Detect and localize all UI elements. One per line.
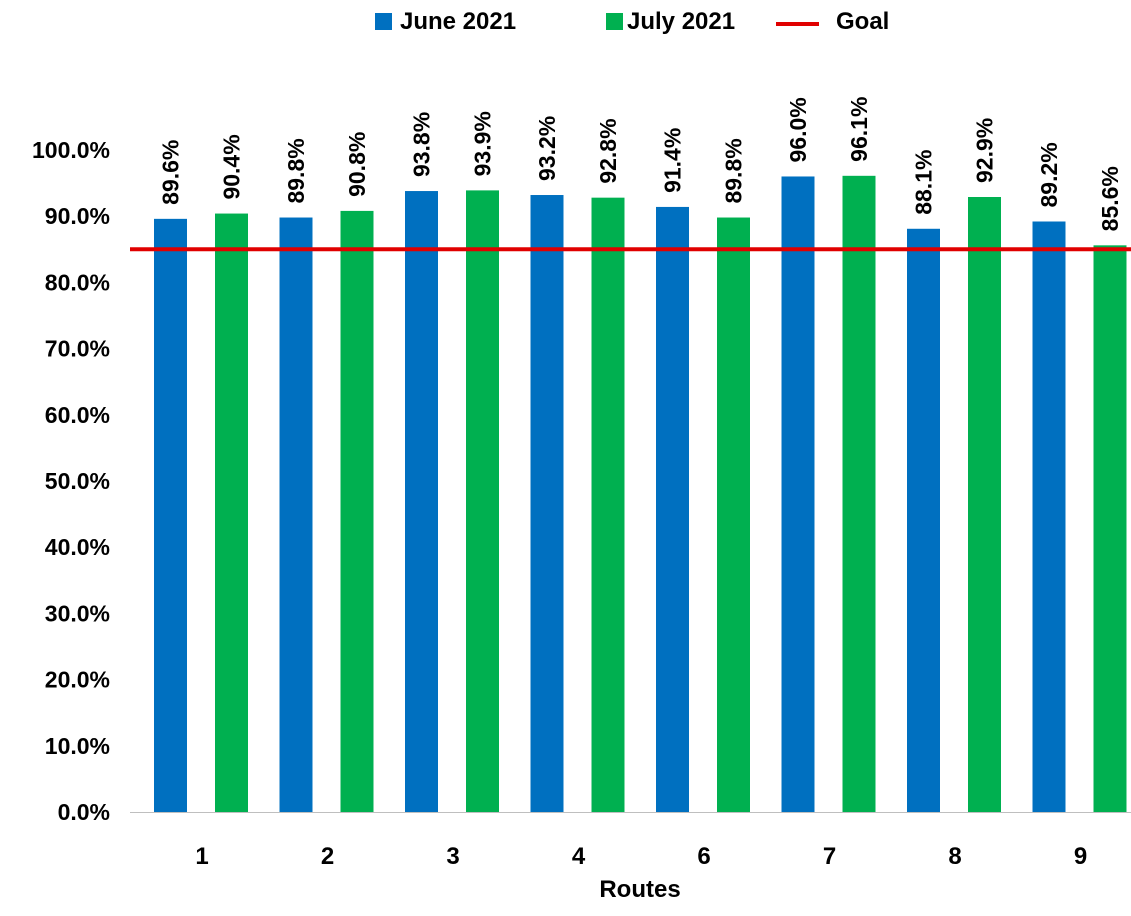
y-tick-label: 30.0% — [45, 600, 110, 626]
x-tick-label: 8 — [948, 843, 961, 870]
data-label-route-8-july: 92.9% — [972, 118, 998, 183]
y-tick-label: 0.0% — [58, 799, 110, 825]
y-tick-label: 90.0% — [45, 203, 110, 229]
y-tick-label: 70.0% — [45, 336, 110, 362]
bar-route-1-july — [215, 213, 248, 812]
x-tick-label: 2 — [321, 843, 334, 870]
legend-goal-label: Goal — [836, 8, 889, 35]
x-axis-title: Routes — [599, 876, 680, 903]
legend-july: July 2021 — [606, 8, 735, 35]
data-label-route-7-june: 96.0% — [785, 97, 811, 162]
data-label-route-2-july: 90.8% — [344, 132, 370, 197]
data-label-route-3-july: 93.9% — [470, 111, 496, 176]
bar-route-8-june — [907, 228, 940, 812]
y-tick-label: 10.0% — [45, 733, 110, 759]
bar-route-2-june — [279, 217, 313, 813]
bars — [154, 175, 1127, 813]
bar-route-6-june — [656, 206, 689, 812]
bar-route-8-july — [968, 197, 1001, 812]
data-label-route-6-june: 91.4% — [660, 128, 686, 193]
y-tick-label: 50.0% — [45, 468, 110, 494]
legend-july-label: July 2021 — [627, 8, 735, 35]
data-label-route-8-june: 88.1% — [911, 150, 937, 215]
bar-route-6-july — [717, 217, 750, 813]
bar-route-3-july — [466, 190, 499, 812]
bar-route-9-july — [1093, 245, 1127, 812]
x-tick-label: 9 — [1074, 843, 1087, 870]
x-tick-label: 6 — [697, 843, 710, 870]
bar-route-3-june — [405, 191, 438, 812]
y-tick-label: 40.0% — [45, 534, 110, 560]
legend-july-swatch — [606, 13, 623, 30]
data-label-route-1-july: 90.4% — [219, 134, 245, 199]
bar-route-7-july — [842, 175, 876, 812]
data-label-route-3-june: 93.8% — [409, 112, 435, 177]
x-tick-label: 1 — [195, 843, 208, 870]
data-label-route-4-june: 93.2% — [534, 116, 560, 181]
data-label-route-6-july: 89.8% — [721, 138, 747, 203]
legend-june-swatch — [375, 13, 392, 30]
x-tick-label: 4 — [572, 843, 586, 870]
legend: June 2021 July 2021 Goal — [375, 8, 889, 35]
data-label-route-9-june: 89.2% — [1036, 142, 1062, 207]
bar-route-1-june — [154, 218, 187, 812]
y-tick-label: 100.0% — [32, 137, 110, 163]
bar-route-7-june — [781, 176, 815, 813]
bar-route-2-july — [340, 210, 374, 813]
y-tick-label: 20.0% — [45, 667, 110, 693]
y-axis: 0.0% 10.0% 20.0% 30.0% 40.0% 50.0% 60.0% 70.0% 8… — [32, 137, 110, 825]
x-axis: 1 2 3 4 6 7 8 9 — [130, 812, 1131, 870]
legend-june: June 2021 — [375, 8, 516, 35]
x-tick-label: 3 — [446, 843, 459, 870]
legend-goal: Goal — [776, 8, 889, 35]
bar-route-4-july — [591, 197, 625, 812]
legend-june-label: June 2021 — [400, 8, 516, 35]
data-label-route-7-july: 96.1% — [846, 97, 872, 162]
data-label-route-1-june: 89.6% — [158, 140, 184, 205]
data-label-route-2-june: 89.8% — [283, 138, 309, 203]
y-tick-label: 80.0% — [45, 269, 110, 295]
data-label-route-4-july: 92.8% — [595, 118, 621, 183]
data-labels: 89.6% 90.4% 89.8% 90.8% 93.8% 93.9% 93.2% 92.8%… — [158, 97, 1124, 232]
legend-goal-swatch — [776, 22, 819, 26]
x-tick-label: 7 — [823, 843, 836, 870]
y-tick-label: 60.0% — [45, 402, 110, 428]
data-label-route-9-july: 85.6% — [1097, 166, 1123, 231]
bar-route-4-june — [530, 195, 564, 813]
bar-route-9-june — [1032, 221, 1066, 813]
